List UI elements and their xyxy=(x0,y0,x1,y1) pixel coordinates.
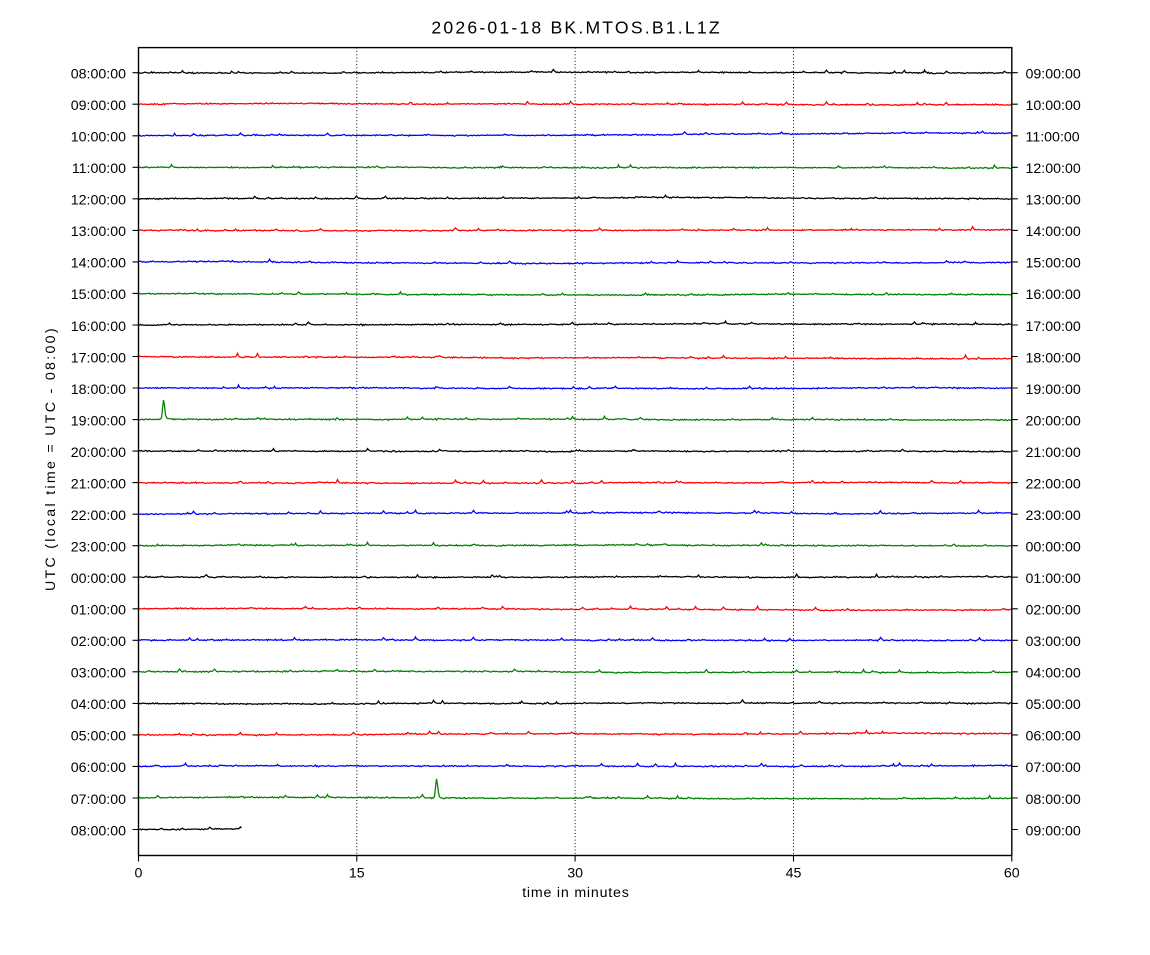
svg-text:16:00:00: 16:00:00 xyxy=(1026,287,1081,303)
svg-text:45: 45 xyxy=(786,866,802,882)
svg-text:21:00:00: 21:00:00 xyxy=(1026,445,1081,461)
svg-text:00:00:00: 00:00:00 xyxy=(71,571,126,587)
svg-text:UTC (local time = UTC - 08:00): UTC (local time = UTC - 08:00) xyxy=(43,326,59,591)
svg-text:19:00:00: 19:00:00 xyxy=(71,413,126,429)
svg-text:22:00:00: 22:00:00 xyxy=(1026,476,1081,492)
svg-text:10:00:00: 10:00:00 xyxy=(71,130,126,146)
svg-text:07:00:00: 07:00:00 xyxy=(1026,760,1081,776)
svg-text:05:00:00: 05:00:00 xyxy=(71,729,126,745)
svg-text:02:00:00: 02:00:00 xyxy=(71,634,126,650)
svg-text:08:00:00: 08:00:00 xyxy=(1026,792,1081,808)
svg-text:06:00:00: 06:00:00 xyxy=(71,760,126,776)
svg-text:time in minutes: time in minutes xyxy=(522,885,629,901)
svg-text:08:00:00: 08:00:00 xyxy=(71,67,126,83)
svg-text:19:00:00: 19:00:00 xyxy=(1026,382,1081,398)
svg-text:23:00:00: 23:00:00 xyxy=(71,540,126,556)
svg-text:08:00:00: 08:00:00 xyxy=(71,823,126,839)
svg-text:01:00:00: 01:00:00 xyxy=(1026,571,1081,587)
svg-text:20:00:00: 20:00:00 xyxy=(1026,413,1081,429)
svg-text:11:00:00: 11:00:00 xyxy=(1026,130,1080,146)
svg-text:12:00:00: 12:00:00 xyxy=(1026,161,1081,177)
svg-text:06:00:00: 06:00:00 xyxy=(1026,729,1081,745)
svg-text:30: 30 xyxy=(567,866,583,882)
svg-text:02:00:00: 02:00:00 xyxy=(1026,603,1081,619)
svg-text:09:00:00: 09:00:00 xyxy=(1026,67,1081,83)
svg-text:2026-01-18 BK.MTOS.B1.L1Z: 2026-01-18 BK.MTOS.B1.L1Z xyxy=(431,17,721,37)
svg-text:04:00:00: 04:00:00 xyxy=(1026,666,1081,682)
svg-text:0: 0 xyxy=(135,866,143,882)
svg-text:20:00:00: 20:00:00 xyxy=(71,445,126,461)
svg-text:18:00:00: 18:00:00 xyxy=(71,382,126,398)
svg-text:04:00:00: 04:00:00 xyxy=(71,697,126,713)
svg-text:10:00:00: 10:00:00 xyxy=(1026,98,1081,114)
svg-text:13:00:00: 13:00:00 xyxy=(71,224,126,240)
svg-text:15:00:00: 15:00:00 xyxy=(1026,256,1081,272)
svg-text:15: 15 xyxy=(349,866,365,882)
svg-text:16:00:00: 16:00:00 xyxy=(71,319,126,335)
svg-text:03:00:00: 03:00:00 xyxy=(71,666,126,682)
svg-text:23:00:00: 23:00:00 xyxy=(1026,508,1081,524)
svg-text:22:00:00: 22:00:00 xyxy=(71,508,126,524)
svg-text:13:00:00: 13:00:00 xyxy=(1026,193,1081,209)
svg-text:03:00:00: 03:00:00 xyxy=(1026,634,1081,650)
svg-text:60: 60 xyxy=(1004,866,1020,882)
svg-text:14:00:00: 14:00:00 xyxy=(1026,224,1081,240)
svg-text:09:00:00: 09:00:00 xyxy=(1026,823,1081,839)
svg-text:01:00:00: 01:00:00 xyxy=(71,603,126,619)
svg-text:15:00:00: 15:00:00 xyxy=(71,287,126,303)
svg-text:12:00:00: 12:00:00 xyxy=(71,193,126,209)
svg-text:07:00:00: 07:00:00 xyxy=(71,792,126,808)
svg-text:18:00:00: 18:00:00 xyxy=(1026,350,1081,366)
svg-text:17:00:00: 17:00:00 xyxy=(71,350,126,366)
svg-text:14:00:00: 14:00:00 xyxy=(71,256,126,272)
svg-text:09:00:00: 09:00:00 xyxy=(71,98,126,114)
svg-text:17:00:00: 17:00:00 xyxy=(1026,319,1081,335)
svg-text:05:00:00: 05:00:00 xyxy=(1026,697,1081,713)
svg-text:11:00:00: 11:00:00 xyxy=(72,161,126,177)
svg-text:21:00:00: 21:00:00 xyxy=(71,476,126,492)
svg-text:00:00:00: 00:00:00 xyxy=(1026,540,1081,556)
